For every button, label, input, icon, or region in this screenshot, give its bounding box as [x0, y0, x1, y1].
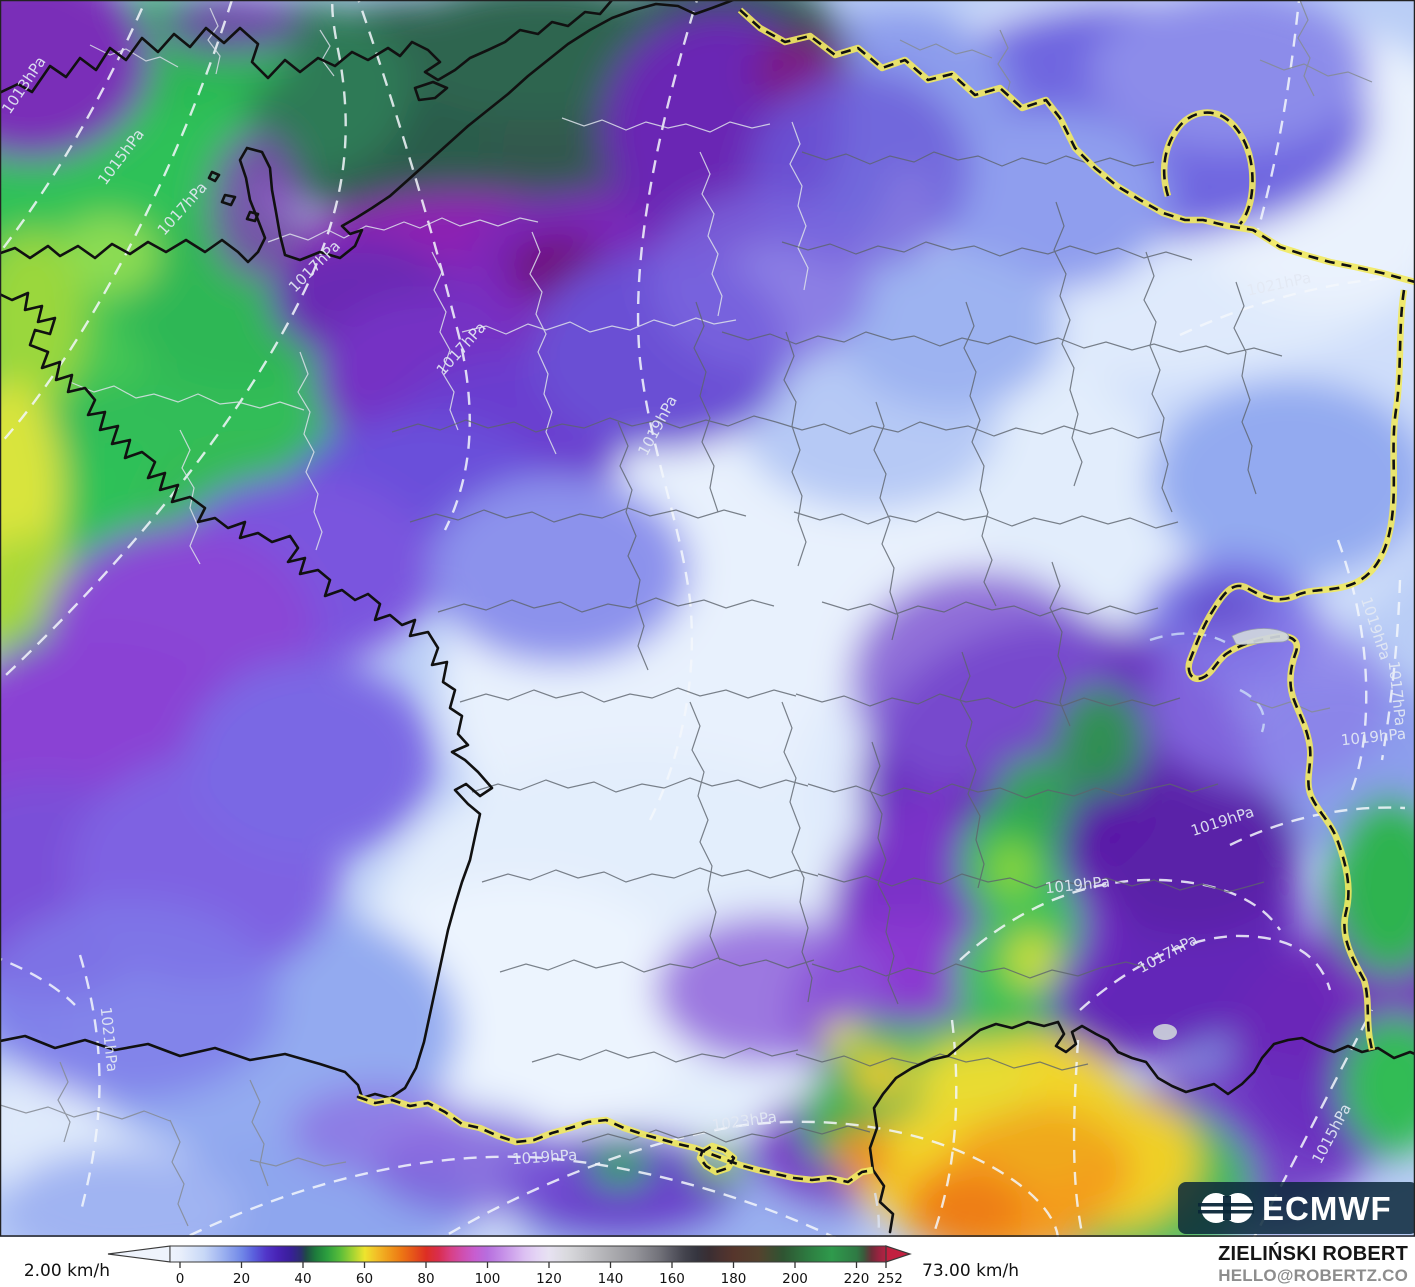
colorbar-gradient [169, 1245, 887, 1263]
department-borders [391, 151, 1283, 1143]
tick-label: 140 [598, 1271, 624, 1287]
lake-geneva [1231, 628, 1290, 645]
colorbar-ticks [179, 1262, 887, 1268]
colorbar-min-label: 2.00 km/h [24, 1261, 110, 1281]
isobar-label: 1019hPa [511, 1146, 577, 1169]
tick-label: 120 [536, 1271, 562, 1287]
country-borders [356, 7, 1415, 1186]
ecmwf-logo-icon [1198, 1193, 1254, 1223]
foreign-region-borders [0, 0, 1373, 1227]
wind-field [0, 0, 1415, 1237]
tick-label: 220 [844, 1271, 870, 1287]
tick-label: 180 [721, 1271, 747, 1287]
tick-label: 20 [233, 1271, 250, 1287]
lake-berre [1153, 1024, 1177, 1040]
ecmwf-logo-text: ECMWF [1262, 1190, 1392, 1227]
colorbar: 2.00 km/h 0 20 40 60 80 100 120 [24, 1245, 1019, 1287]
tick-label: 60 [356, 1271, 373, 1287]
colorbar-right-arrow [885, 1245, 912, 1263]
coastlines [0, 0, 1415, 1234]
tick-label: 160 [659, 1271, 685, 1287]
lakes [1153, 628, 1290, 1040]
colorbar-max-label: 73.00 km/h [922, 1261, 1019, 1281]
credit-email: HELLO@ROBERTZ.CO [1218, 1266, 1408, 1285]
tick-label: 0 [176, 1271, 185, 1287]
credit-name: ZIELIŃSKI ROBERT [1218, 1243, 1408, 1265]
colorbar-left-arrow [107, 1245, 171, 1263]
tick-label: 100 [475, 1271, 501, 1287]
ecmwf-logo: ECMWF [1178, 1182, 1415, 1234]
map-svg: 1013hPa 1015hPa 1017hPa 1017hPa 1017hPa … [0, 0, 1415, 1237]
weather-map: 1013hPa 1015hPa 1017hPa 1017hPa 1017hPa … [0, 0, 1415, 1237]
tick-label: 252 [877, 1271, 903, 1287]
tick-label: 200 [782, 1271, 808, 1287]
colorbar-tick-labels: 0 20 40 60 80 100 120 140 160 180 200 22… [176, 1271, 903, 1287]
tick-label: 40 [294, 1271, 311, 1287]
department-borders-light [69, 117, 809, 565]
legend-footer: 2.00 km/h 0 20 40 60 80 100 120 [0, 1237, 1415, 1287]
tick-label: 80 [417, 1271, 434, 1287]
